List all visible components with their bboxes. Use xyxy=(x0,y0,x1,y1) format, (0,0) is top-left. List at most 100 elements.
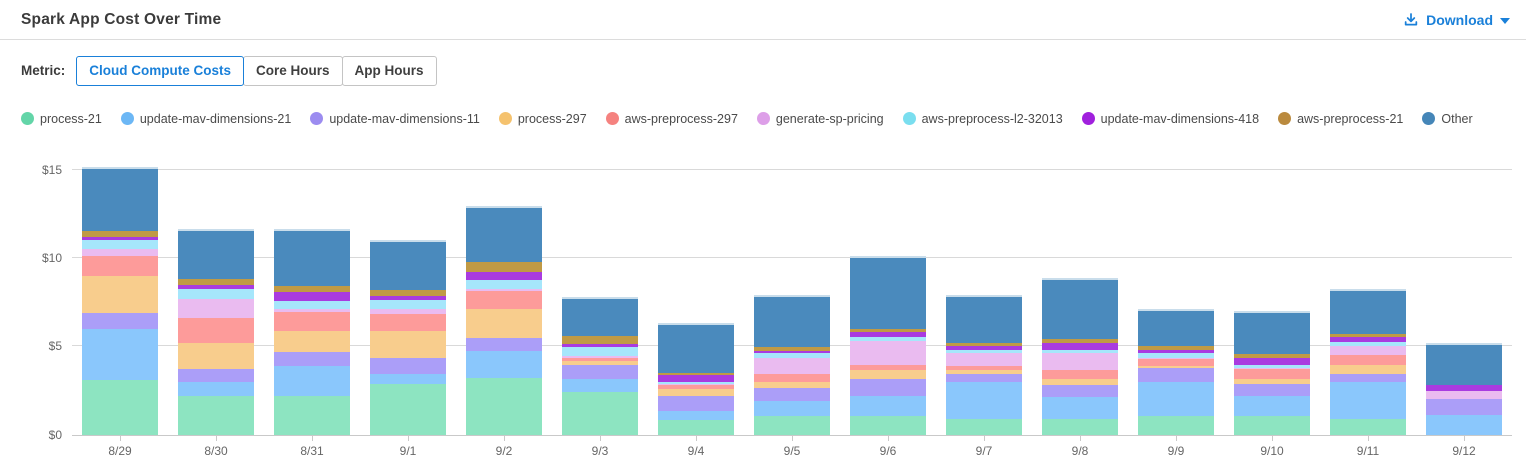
bar-segment-aws-preprocess-l2-32013[interactable] xyxy=(369,300,447,310)
bar-segment-Other[interactable] xyxy=(1137,310,1215,347)
bar-segment-update-mav-dimensions-418[interactable] xyxy=(945,346,1023,350)
bar-segment-generate-sp-pricing[interactable] xyxy=(81,249,159,257)
bar-8/31[interactable] xyxy=(273,229,351,435)
bar-segment-generate-sp-pricing[interactable] xyxy=(753,357,831,374)
bar-segment-update-mav-dimensions-21[interactable] xyxy=(849,395,927,416)
bar-segment-aws-preprocess-21[interactable] xyxy=(1041,339,1119,343)
bar-segment-process-297[interactable] xyxy=(849,370,927,379)
bar-segment-update-mav-dimensions-418[interactable] xyxy=(561,344,639,348)
bar-segment-update-mav-dimensions-11[interactable] xyxy=(849,378,927,396)
bar-segment-Other[interactable] xyxy=(657,325,735,373)
bar-segment-update-mav-dimensions-11[interactable] xyxy=(177,369,255,383)
bar-segment-aws-preprocess-21[interactable] xyxy=(1137,346,1215,350)
bar-segment-process-297[interactable] xyxy=(1329,364,1407,374)
bar-segment-Other[interactable] xyxy=(849,257,927,329)
bar-segment-aws-preprocess-l2-32013[interactable] xyxy=(849,337,927,341)
bar-segment-generate-sp-pricing[interactable] xyxy=(945,353,1023,366)
bar-segment-update-mav-dimensions-11[interactable] xyxy=(657,395,735,411)
bar-segment-update-mav-dimensions-418[interactable] xyxy=(1041,342,1119,350)
bar-segment-process-21[interactable] xyxy=(945,419,1023,435)
bar-9/12[interactable] xyxy=(1425,343,1503,435)
bar-segment-process-21[interactable] xyxy=(849,415,927,435)
bar-segment-update-mav-dimensions-418[interactable] xyxy=(1329,337,1407,342)
bar-9/2[interactable] xyxy=(465,206,543,435)
bar-segment-update-mav-dimensions-11[interactable] xyxy=(1329,373,1407,383)
bar-segment-update-mav-dimensions-21[interactable] xyxy=(1329,382,1407,420)
bar-segment-update-mav-dimensions-11[interactable] xyxy=(1425,399,1503,416)
bar-segment-aws-preprocess-l2-32013[interactable] xyxy=(753,353,831,358)
bar-segment-process-297[interactable] xyxy=(561,361,639,365)
bar-segment-process-21[interactable] xyxy=(465,377,543,435)
bar-segment-process-297[interactable] xyxy=(465,309,543,339)
bar-segment-update-mav-dimensions-11[interactable] xyxy=(1137,368,1215,383)
bar-segment-update-mav-dimensions-11[interactable] xyxy=(465,338,543,351)
bar-segment-process-297[interactable] xyxy=(753,382,831,388)
bar-segment-Other[interactable] xyxy=(1425,345,1503,386)
bar-segment-aws-preprocess-21[interactable] xyxy=(1233,354,1311,358)
legend-item-generate-sp-pricing[interactable]: generate-sp-pricing xyxy=(756,112,884,126)
bar-segment-update-mav-dimensions-418[interactable] xyxy=(81,236,159,241)
metric-option-core-hours[interactable]: Core Hours xyxy=(243,56,343,86)
bar-segment-aws-preprocess-l2-32013[interactable] xyxy=(273,301,351,310)
bar-segment-generate-sp-pricing[interactable] xyxy=(1233,368,1311,370)
bar-9/1[interactable] xyxy=(369,240,447,435)
bar-segment-aws-preprocess-l2-32013[interactable] xyxy=(177,288,255,299)
bar-segment-update-mav-dimensions-21[interactable] xyxy=(1425,415,1503,435)
bar-segment-update-mav-dimensions-418[interactable] xyxy=(1137,349,1215,354)
legend-item-update-mav-dimensions-21[interactable]: update-mav-dimensions-21 xyxy=(120,112,291,126)
bar-segment-update-mav-dimensions-21[interactable] xyxy=(177,382,255,396)
bar-segment-update-mav-dimensions-21[interactable] xyxy=(561,378,639,393)
bar-segment-aws-preprocess-297[interactable] xyxy=(177,317,255,343)
bar-segment-Other[interactable] xyxy=(177,231,255,280)
bar-segment-aws-preprocess-l2-32013[interactable] xyxy=(1329,341,1407,347)
legend-item-update-mav-dimensions-11[interactable]: update-mav-dimensions-11 xyxy=(310,112,480,126)
bar-segment-update-mav-dimensions-21[interactable] xyxy=(1137,382,1215,416)
bar-segment-generate-sp-pricing[interactable] xyxy=(1425,391,1503,400)
bar-segment-process-297[interactable] xyxy=(81,275,159,313)
bar-segment-aws-preprocess-297[interactable] xyxy=(753,373,831,383)
bar-segment-update-mav-dimensions-11[interactable] xyxy=(81,312,159,329)
bar-segment-update-mav-dimensions-21[interactable] xyxy=(273,365,351,396)
bar-segment-update-mav-dimensions-11[interactable] xyxy=(369,357,447,374)
bar-segment-aws-preprocess-21[interactable] xyxy=(561,335,639,345)
bar-segment-aws-preprocess-297[interactable] xyxy=(849,364,927,371)
bar-segment-update-mav-dimensions-11[interactable] xyxy=(273,352,351,366)
download-button[interactable]: Download xyxy=(1403,12,1510,28)
bar-segment-process-21[interactable] xyxy=(657,420,735,435)
bar-segment-process-21[interactable] xyxy=(369,384,447,435)
bar-segment-aws-preprocess-21[interactable] xyxy=(945,342,1023,347)
bar-segment-Other[interactable] xyxy=(273,231,351,287)
bar-9/8[interactable] xyxy=(1041,277,1119,435)
bar-9/10[interactable] xyxy=(1233,310,1311,435)
bar-segment-process-297[interactable] xyxy=(1137,365,1215,369)
legend-item-aws-preprocess-l2-32013[interactable]: aws-preprocess-l2-32013 xyxy=(902,112,1063,126)
bar-segment-Other[interactable] xyxy=(561,298,639,336)
bar-9/7[interactable] xyxy=(945,294,1023,435)
bar-segment-process-297[interactable] xyxy=(945,370,1023,375)
bar-segment-update-mav-dimensions-11[interactable] xyxy=(1041,385,1119,398)
bar-segment-aws-preprocess-297[interactable] xyxy=(1329,355,1407,365)
legend-item-Other[interactable]: Other xyxy=(1422,112,1473,126)
bar-segment-generate-sp-pricing[interactable] xyxy=(657,384,735,386)
bar-segment-process-21[interactable] xyxy=(561,392,639,435)
bar-segment-update-mav-dimensions-21[interactable] xyxy=(81,328,159,380)
bar-segment-Other[interactable] xyxy=(369,242,447,290)
bar-segment-aws-preprocess-l2-32013[interactable] xyxy=(561,347,639,356)
legend-item-aws-preprocess-21[interactable]: aws-preprocess-21 xyxy=(1278,112,1403,126)
bar-segment-generate-sp-pricing[interactable] xyxy=(369,309,447,315)
bar-segment-generate-sp-pricing[interactable] xyxy=(849,340,927,365)
bar-segment-aws-preprocess-21[interactable] xyxy=(849,328,927,333)
bar-segment-update-mav-dimensions-21[interactable] xyxy=(465,350,543,378)
bar-segment-update-mav-dimensions-418[interactable] xyxy=(177,285,255,289)
bar-segment-aws-preprocess-l2-32013[interactable] xyxy=(1041,349,1119,354)
bar-segment-update-mav-dimensions-21[interactable] xyxy=(369,373,447,385)
bar-segment-aws-preprocess-l2-32013[interactable] xyxy=(1233,364,1311,369)
bar-segment-process-21[interactable] xyxy=(177,395,255,435)
bar-9/6[interactable] xyxy=(849,255,927,435)
bar-segment-process-21[interactable] xyxy=(1233,415,1311,435)
bar-segment-process-297[interactable] xyxy=(273,331,351,353)
bar-9/11[interactable] xyxy=(1329,288,1407,435)
bar-segment-update-mav-dimensions-418[interactable] xyxy=(1425,385,1503,392)
bar-segment-Other[interactable] xyxy=(81,168,159,232)
metric-option-cloud-compute-costs[interactable]: Cloud Compute Costs xyxy=(76,56,245,86)
